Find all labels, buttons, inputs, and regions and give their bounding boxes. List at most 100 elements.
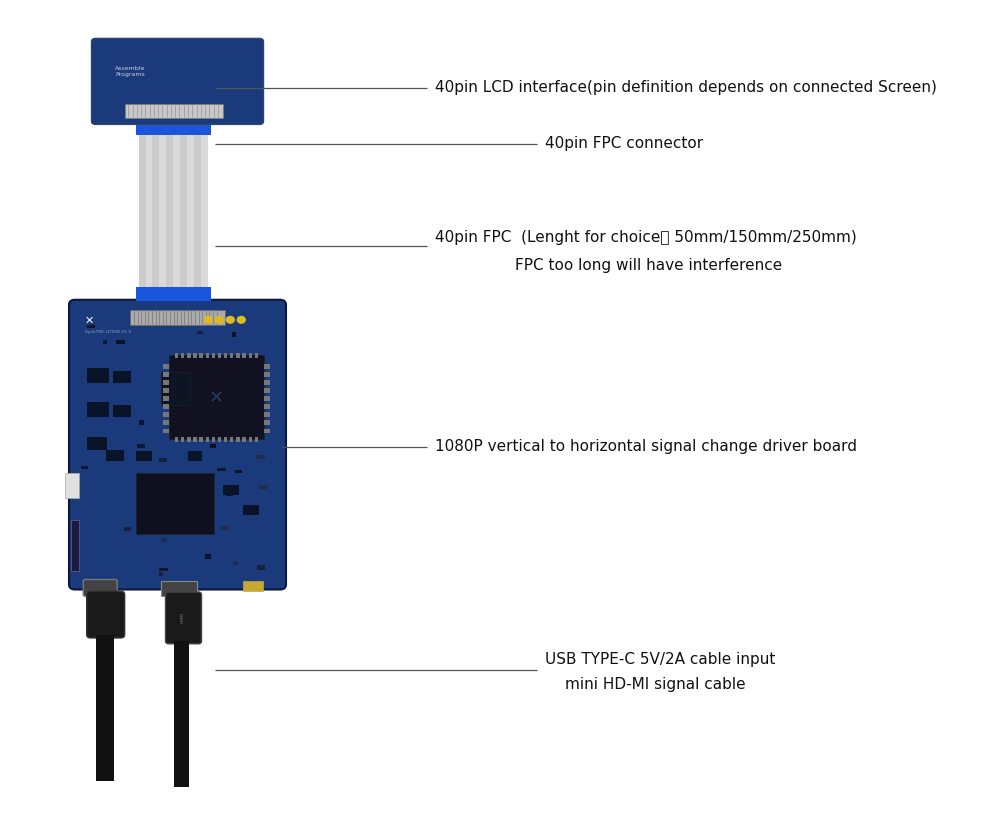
Bar xyxy=(264,380,270,385)
Text: 1080P vertical to horizontal signal change driver board: 1080P vertical to horizontal signal chan… xyxy=(435,439,857,454)
Bar xyxy=(87,368,109,383)
Bar xyxy=(169,355,264,439)
Bar xyxy=(259,384,264,388)
Bar xyxy=(218,437,221,442)
Text: Assemble
Programs: Assemble Programs xyxy=(115,67,146,78)
Point xyxy=(161,99,173,109)
Point xyxy=(164,305,176,315)
Bar xyxy=(159,458,167,462)
Bar xyxy=(173,117,180,301)
Point xyxy=(196,305,208,315)
Point xyxy=(171,305,183,315)
Point xyxy=(173,113,185,123)
Bar xyxy=(166,117,173,301)
Bar xyxy=(174,641,188,787)
Point xyxy=(189,320,201,330)
Bar xyxy=(163,364,169,369)
Bar xyxy=(210,383,217,388)
Bar xyxy=(181,370,191,373)
Point xyxy=(193,320,205,330)
Bar xyxy=(210,444,216,448)
Bar xyxy=(124,405,129,408)
Bar xyxy=(163,428,169,433)
Bar xyxy=(264,404,270,409)
Bar xyxy=(87,325,95,327)
Bar xyxy=(161,538,167,542)
Point xyxy=(128,305,140,315)
Point xyxy=(185,320,197,330)
Point xyxy=(203,113,215,123)
Bar xyxy=(236,352,240,357)
Bar xyxy=(136,115,211,135)
Text: HDMI: HDMI xyxy=(180,613,184,623)
Point xyxy=(195,113,207,123)
Bar xyxy=(175,400,184,403)
Point xyxy=(171,320,183,330)
Circle shape xyxy=(204,316,212,323)
Point xyxy=(131,99,143,109)
Bar xyxy=(94,373,101,377)
Bar xyxy=(81,467,88,469)
Point xyxy=(186,113,198,123)
Bar xyxy=(230,437,233,442)
Point xyxy=(132,305,144,315)
Point xyxy=(148,113,160,123)
Point xyxy=(203,320,215,330)
Bar xyxy=(163,421,169,425)
FancyBboxPatch shape xyxy=(69,300,286,590)
Bar xyxy=(161,581,197,596)
Bar xyxy=(65,473,79,498)
Point xyxy=(135,113,147,123)
Bar xyxy=(212,352,215,357)
Point xyxy=(203,99,215,109)
Bar xyxy=(224,352,227,357)
Bar xyxy=(223,485,239,495)
Text: 40pin FPC connector: 40pin FPC connector xyxy=(545,136,703,151)
Point xyxy=(169,99,181,109)
Point xyxy=(178,320,190,330)
Bar xyxy=(255,437,258,442)
Point xyxy=(211,305,223,315)
Point xyxy=(207,305,219,315)
Bar xyxy=(116,340,125,344)
Point xyxy=(156,99,168,109)
Bar xyxy=(181,352,184,357)
Bar xyxy=(139,420,144,425)
Bar xyxy=(217,357,222,361)
Bar xyxy=(180,321,188,326)
Bar xyxy=(242,437,246,442)
Bar xyxy=(136,473,214,534)
Text: USB TYPE-C 5V/2A cable input: USB TYPE-C 5V/2A cable input xyxy=(545,652,775,667)
Point xyxy=(165,99,177,109)
Bar xyxy=(101,370,108,372)
Point xyxy=(127,113,139,123)
Bar xyxy=(181,437,184,442)
Point xyxy=(173,99,185,109)
Bar xyxy=(175,437,178,442)
Point xyxy=(182,320,194,330)
Bar xyxy=(161,372,190,406)
Bar xyxy=(255,352,258,357)
Bar xyxy=(243,504,259,514)
Bar xyxy=(113,372,131,383)
Bar xyxy=(130,310,225,325)
Bar xyxy=(163,372,169,377)
Point xyxy=(189,305,201,315)
Text: mini HD-MI signal cable: mini HD-MI signal cable xyxy=(565,677,746,692)
Bar xyxy=(187,117,194,301)
Bar xyxy=(212,437,215,442)
Point xyxy=(160,320,172,330)
Point xyxy=(168,305,180,315)
Bar xyxy=(139,117,146,301)
Bar xyxy=(243,581,263,591)
Point xyxy=(178,305,190,315)
Point xyxy=(182,99,194,109)
Bar xyxy=(218,352,221,357)
Bar xyxy=(223,402,229,406)
Point xyxy=(203,305,215,315)
Point xyxy=(131,113,143,123)
Point xyxy=(152,113,164,123)
Bar xyxy=(199,352,203,357)
Point xyxy=(169,113,181,123)
Point xyxy=(144,99,156,109)
